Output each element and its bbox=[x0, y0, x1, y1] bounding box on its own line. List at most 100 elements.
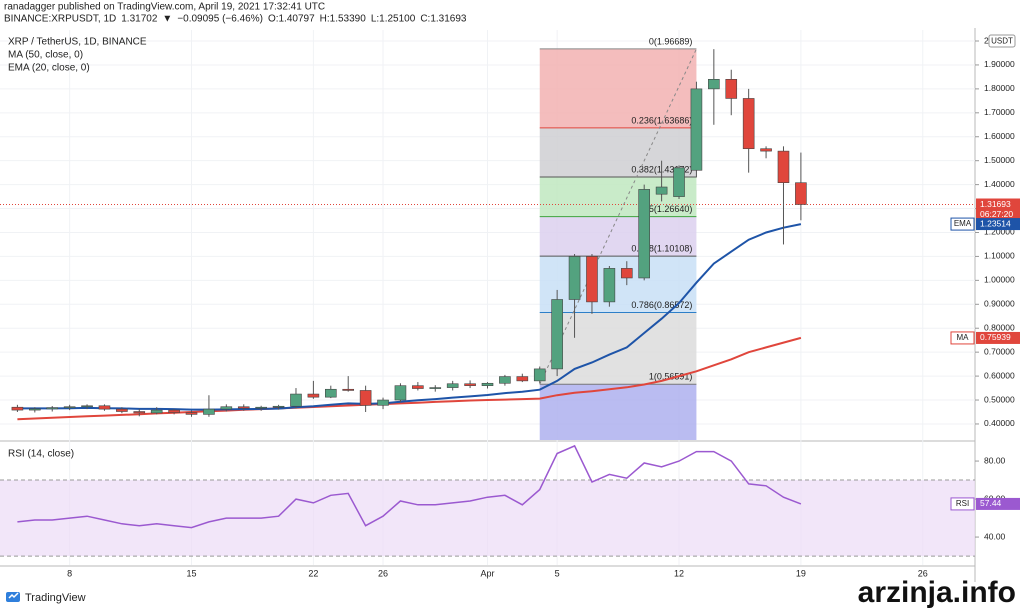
y-tick-label: 1.90000 bbox=[984, 59, 1015, 69]
x-tick-label: Apr bbox=[480, 568, 494, 578]
fib-trend bbox=[539, 48, 697, 385]
candle-body bbox=[412, 385, 424, 389]
indicator-line bbox=[17, 336, 802, 421]
plot: 8 15 22 26 Apr 5 12 19 26 0.40000 0.50000 0.60000 0.… bbox=[0, 30, 1020, 578]
x-tick-label: 8 bbox=[67, 568, 72, 578]
candle-body bbox=[742, 98, 755, 150]
candle-body bbox=[586, 256, 598, 303]
series-badge bbox=[976, 331, 1020, 344]
x-tick-label: 26 bbox=[378, 568, 388, 578]
candle-body bbox=[237, 406, 250, 409]
footer-logo bbox=[6, 592, 20, 602]
header-field: H:1.53390 bbox=[320, 14, 367, 25]
x-tick-label: 5 bbox=[555, 568, 560, 578]
y-tick-label: 0.40000 bbox=[984, 418, 1015, 428]
header-field: BINANCE:XRPUSDT, 1D bbox=[4, 14, 116, 25]
y-tick-label: 0.60000 bbox=[984, 370, 1015, 380]
indicator-line bbox=[17, 223, 802, 411]
candle-body bbox=[220, 406, 233, 410]
legend-title: RSI (14, close) bbox=[8, 449, 74, 460]
fib-zone bbox=[539, 127, 697, 178]
x-tick-label: 26 bbox=[918, 568, 928, 578]
candle-body bbox=[290, 393, 302, 407]
series-tag-label: EMA bbox=[954, 219, 972, 228]
unit-label: USDT bbox=[991, 37, 1013, 46]
header-line1: ranadagger published on TradingView.com,… bbox=[4, 2, 325, 13]
header-field: −0.09095 (−6.46%) bbox=[177, 14, 263, 25]
fib-label: 0.5(1.26640) bbox=[641, 204, 692, 214]
candle-body bbox=[655, 186, 668, 195]
fib-zone bbox=[539, 48, 697, 128]
y-tick-label: 2 bbox=[984, 35, 989, 45]
candle-body bbox=[446, 383, 459, 388]
series-tag-label: MA bbox=[957, 333, 970, 342]
candle-body bbox=[11, 406, 24, 411]
candle-body bbox=[185, 412, 198, 415]
price-badge bbox=[976, 198, 1020, 221]
candle-body bbox=[81, 405, 93, 408]
y-tick-label: 1.10000 bbox=[984, 251, 1015, 261]
fib-label: 0.786(0.86572) bbox=[631, 300, 692, 310]
candle-body bbox=[133, 411, 146, 414]
x-tick-label: 12 bbox=[674, 568, 684, 578]
watermark: arzinja.info bbox=[858, 576, 1016, 608]
candle-body bbox=[481, 382, 494, 386]
fib-label: 1(0.56591) bbox=[649, 372, 693, 382]
legend-entry: EMA (20, close, 0) bbox=[8, 63, 90, 74]
candle-body bbox=[725, 79, 738, 99]
candle-body bbox=[568, 256, 581, 300]
candle-body bbox=[760, 148, 772, 152]
y-tick-label: 1.20000 bbox=[984, 227, 1015, 237]
candle-body bbox=[429, 387, 442, 389]
candle-body bbox=[46, 407, 59, 410]
candle-body bbox=[708, 79, 720, 90]
candle-body bbox=[673, 167, 685, 197]
candle-body bbox=[690, 88, 703, 171]
y-tick-label: 0.70000 bbox=[984, 346, 1015, 356]
series-tag bbox=[950, 217, 975, 231]
header-field: L:1.25100 bbox=[371, 14, 416, 25]
unit-box bbox=[988, 34, 1016, 48]
candle-body bbox=[359, 390, 372, 406]
countdown: 06:27:20 bbox=[980, 209, 1013, 219]
y-tick-label: 1.80000 bbox=[984, 83, 1015, 93]
rsi-band bbox=[0, 480, 975, 557]
fib-zone bbox=[539, 312, 697, 385]
fib-label: 0.618(1.10108) bbox=[631, 244, 692, 254]
candle-body bbox=[272, 405, 285, 408]
rsi-tag-label: RSI bbox=[956, 499, 969, 508]
candle-body bbox=[638, 189, 650, 279]
candle-body bbox=[516, 376, 529, 382]
header-field: O:1.40797 bbox=[268, 14, 315, 25]
candle-body bbox=[533, 368, 546, 382]
candle-body bbox=[777, 150, 790, 184]
candle-body bbox=[342, 388, 355, 391]
y-tick-label: 0.80000 bbox=[984, 322, 1015, 332]
fib-zone bbox=[539, 216, 697, 257]
y-tick-label: 40.00 bbox=[984, 531, 1006, 541]
series-tag bbox=[950, 331, 975, 345]
y-tick-label: 1.60000 bbox=[984, 131, 1015, 141]
fib-label: 0.236(1.63686) bbox=[631, 115, 692, 125]
header-field: 1.31702 bbox=[121, 14, 158, 25]
series-badge bbox=[976, 218, 1020, 231]
x-tick-label: 15 bbox=[187, 568, 197, 578]
y-tick-label: 80.00 bbox=[984, 455, 1006, 465]
rsi-badge bbox=[976, 497, 1020, 510]
candle-body bbox=[29, 408, 41, 411]
candle-body bbox=[168, 409, 180, 414]
y-tick-label: 1.70000 bbox=[984, 107, 1015, 117]
candle-body bbox=[98, 405, 111, 410]
x-tick-label: 19 bbox=[796, 568, 806, 578]
candle-body bbox=[620, 268, 633, 279]
candle-body bbox=[255, 406, 267, 409]
legend-title: XRP / TetherUS, 1D, BINANCE bbox=[8, 37, 147, 48]
rsi-value: 57.44 bbox=[980, 498, 1002, 508]
candle-body bbox=[499, 376, 511, 384]
candle-body bbox=[307, 393, 320, 398]
y-tick-label: 1.40000 bbox=[984, 179, 1015, 189]
y-tick-label: 0.50000 bbox=[984, 394, 1015, 404]
rsi-line bbox=[17, 444, 802, 529]
y-tick-label: 1.50000 bbox=[984, 155, 1015, 165]
fib-label: 0(1.96689) bbox=[649, 36, 693, 46]
